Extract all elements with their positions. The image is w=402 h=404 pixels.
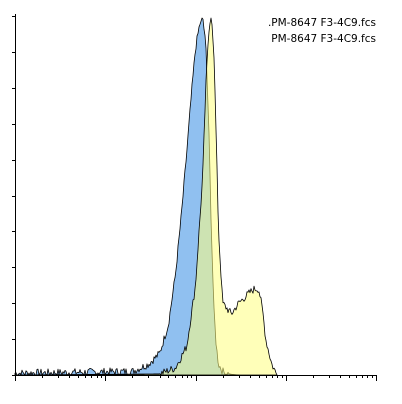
legend-label-1: .PM-8647 F3-4C9.fcs [268,17,376,29]
y-axis-ticks [12,16,15,376]
series-layer [14,17,278,376]
histogram-series-2 [14,17,278,376]
legend-label-2: PM-8647 F3-4C9.fcs [271,33,376,45]
legend: .PM-8647 F3-4C9.fcs PM-8647 F3-4C9.fcs [268,17,376,45]
x-axis-ticks [15,375,377,381]
